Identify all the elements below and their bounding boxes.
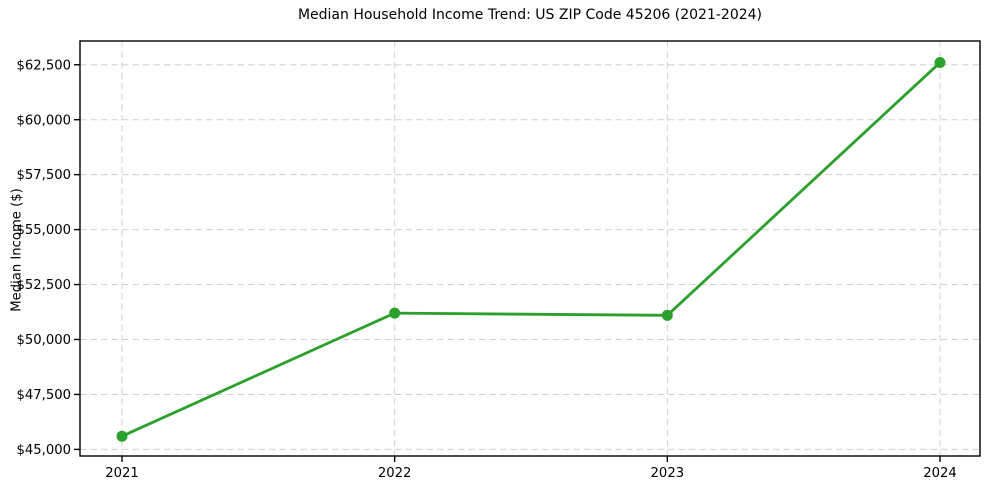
data-point-marker bbox=[389, 307, 401, 319]
chart-title: Median Household Income Trend: US ZIP Co… bbox=[297, 7, 763, 23]
y-tick-label: $55,000 bbox=[16, 223, 71, 238]
data-point-marker bbox=[661, 309, 673, 321]
x-tick-label: 2022 bbox=[378, 466, 412, 481]
y-tick-label: $50,000 bbox=[16, 333, 71, 348]
y-tick-label: $60,000 bbox=[16, 113, 71, 128]
x-tick-label: 2024 bbox=[923, 466, 957, 481]
y-tick-label: $52,500 bbox=[16, 278, 71, 293]
y-tick-label: $57,500 bbox=[16, 168, 71, 183]
y-tick-label: $47,500 bbox=[16, 388, 71, 403]
data-point-marker bbox=[116, 430, 128, 442]
y-tick-label: $62,500 bbox=[16, 58, 71, 73]
plot-border bbox=[79, 40, 981, 457]
y-tick-label: $45,000 bbox=[16, 443, 71, 458]
x-tick-label: 2021 bbox=[105, 466, 139, 481]
x-tick-label: 2023 bbox=[651, 466, 685, 481]
data-point-marker bbox=[934, 57, 946, 69]
series-line bbox=[120, 61, 942, 438]
